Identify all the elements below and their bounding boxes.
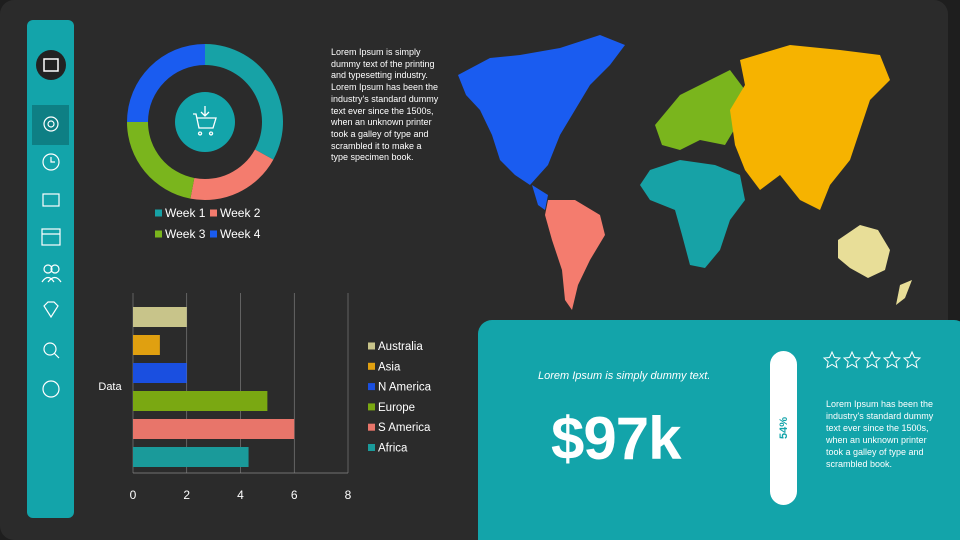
logo	[36, 50, 66, 80]
bar	[133, 447, 249, 467]
icon-clock[interactable]	[42, 153, 60, 171]
icon-search-handle	[53, 352, 60, 359]
legend-swatch	[368, 362, 375, 370]
sidebar-active	[32, 105, 69, 145]
south-america	[545, 200, 605, 310]
legend-swatch	[155, 230, 162, 238]
donut-segment	[127, 122, 195, 199]
australia	[838, 225, 890, 278]
bar	[133, 363, 187, 383]
star[interactable]	[882, 350, 902, 369]
icon-users-body	[41, 276, 62, 283]
legend-label: Week 1	[165, 206, 206, 220]
north-america	[458, 35, 625, 185]
intro-text: Lorem Ipsum is simply dummy text of the …	[331, 47, 439, 163]
legend-label: Europe	[378, 402, 415, 414]
percent-label: 54%	[778, 417, 790, 439]
panel-caption: Lorem Ipsum is simply dummy text.	[538, 370, 711, 382]
star[interactable]	[862, 350, 882, 369]
legend-swatch	[368, 342, 375, 350]
europe	[655, 70, 745, 150]
x-tick-label: 8	[345, 488, 352, 502]
icon-search[interactable]	[43, 342, 57, 356]
logo-icon	[43, 58, 59, 72]
legend-swatch	[368, 403, 375, 411]
x-tick-label: 2	[183, 488, 190, 502]
legend-swatch	[210, 209, 217, 217]
legend-swatch	[368, 444, 375, 451]
bar	[133, 307, 187, 327]
bar	[133, 419, 295, 439]
icon-clock-hands	[50, 157, 55, 163]
world-map	[458, 35, 912, 310]
star[interactable]	[842, 350, 862, 369]
legend-swatch	[368, 383, 375, 391]
percent-pill	[770, 351, 797, 505]
legend-label: N America	[378, 382, 432, 394]
legend-label: Week 3	[165, 227, 206, 241]
donut-segment	[190, 149, 274, 200]
icon-toolbox[interactable]	[42, 193, 60, 207]
panel-amount: $97k	[551, 405, 681, 472]
bar	[133, 391, 268, 411]
panel-description: Lorem Ipsum has been the industry's stan…	[826, 399, 934, 469]
icon-diamond[interactable]	[43, 301, 59, 319]
legend-label: Asia	[378, 361, 401, 373]
legend-swatch	[155, 209, 162, 217]
donut-center	[175, 92, 235, 152]
icon-users[interactable]	[43, 264, 53, 274]
icon-calendar[interactable]	[41, 228, 61, 246]
africa	[640, 160, 745, 268]
cart-icon	[193, 106, 217, 136]
donut-segment	[205, 44, 283, 160]
kpi-panel	[478, 320, 960, 540]
sidebar-icons	[41, 116, 62, 398]
legend-label: Week 4	[220, 227, 261, 241]
star[interactable]	[902, 350, 922, 369]
x-tick-label: 6	[291, 488, 298, 502]
asia	[730, 45, 890, 210]
legend-label: Africa	[378, 443, 408, 455]
rating-stars	[822, 350, 922, 369]
x-tick-label: 0	[130, 488, 137, 502]
icon-users-2	[50, 264, 60, 274]
legend-label: S America	[378, 422, 431, 434]
icon-settings-inner	[47, 120, 55, 128]
icon-star[interactable]	[42, 380, 60, 398]
bar	[133, 335, 160, 355]
star[interactable]	[822, 350, 842, 369]
legend-label: Week 2	[220, 206, 261, 220]
donut-segment	[127, 44, 205, 122]
x-tick-label: 4	[237, 488, 244, 502]
new-zealand	[896, 280, 912, 305]
legend-swatch	[368, 423, 375, 431]
central-america	[532, 185, 548, 210]
y-axis-label: Data	[98, 381, 122, 393]
icon-settings[interactable]	[43, 116, 59, 132]
legend-swatch	[210, 230, 217, 238]
legend-label: Australia	[378, 341, 423, 353]
